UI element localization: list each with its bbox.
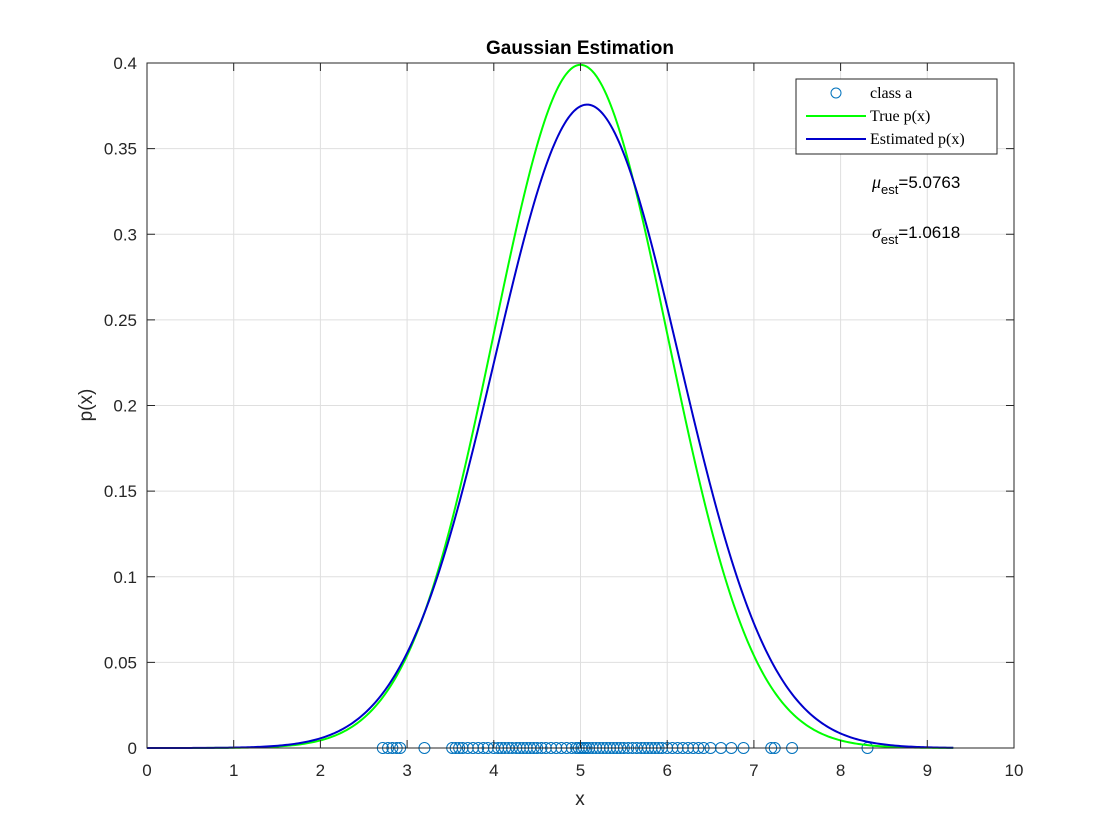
x-tick-label: 6 xyxy=(662,761,671,780)
y-tick-label: 0.15 xyxy=(104,482,137,501)
sigma-subscript: est xyxy=(881,232,899,247)
mu-value: =5.0763 xyxy=(898,173,960,192)
line-series xyxy=(147,63,954,749)
x-tick-label: 1 xyxy=(229,761,238,780)
y-axis-label: p(x) xyxy=(76,389,97,422)
y-axis-ticks: 0 0.05 0.1 0.15 0.2 0.25 0.3 0.35 0.4 xyxy=(104,54,1014,758)
sigma-value: =1.0618 xyxy=(898,223,960,242)
mu-annotation: μest=5.0763 xyxy=(871,172,960,197)
x-tick-label: 8 xyxy=(836,761,845,780)
sigma-symbol: σ xyxy=(872,222,882,242)
sigma-annotation: σest=1.0618 xyxy=(872,222,960,247)
legend-label-estimated: Estimated p(x) xyxy=(870,131,965,148)
series-line-estimated-p-x- xyxy=(147,103,954,749)
x-tick-label: 7 xyxy=(749,761,758,780)
mu-symbol: μ xyxy=(871,172,881,192)
y-tick-label: 0.2 xyxy=(113,397,137,416)
chart-title: Gaussian Estimation xyxy=(486,38,674,59)
y-tick-label: 0.25 xyxy=(104,311,137,330)
x-tick-label: 9 xyxy=(923,761,932,780)
legend-box xyxy=(795,78,998,155)
x-axis-label: x xyxy=(575,789,585,810)
legend-label-class-a: class a xyxy=(870,85,912,102)
y-tick-label: 0.35 xyxy=(104,140,137,159)
legend-label-true: True p(x) xyxy=(870,108,930,125)
y-tick-label: 0.1 xyxy=(113,568,137,587)
x-tick-label: 4 xyxy=(489,761,498,780)
legend-marker-class-a xyxy=(830,87,842,99)
legend: class a True p(x) Estimated p(x) xyxy=(795,78,998,155)
x-tick-label: 2 xyxy=(316,761,325,780)
x-tick-label: 10 xyxy=(1005,761,1024,780)
y-tick-label: 0 xyxy=(128,739,137,758)
x-tick-label: 5 xyxy=(576,761,585,780)
y-tick-label: 0.05 xyxy=(104,653,137,672)
x-axis-ticks: 0 1 2 3 4 5 6 7 8 9 10 xyxy=(142,63,1023,780)
x-tick-label: 3 xyxy=(402,761,411,780)
x-tick-label: 0 xyxy=(142,761,151,780)
y-tick-label: 0.3 xyxy=(113,225,137,244)
mu-subscript: est xyxy=(881,182,899,197)
y-tick-label: 0.4 xyxy=(113,54,137,73)
